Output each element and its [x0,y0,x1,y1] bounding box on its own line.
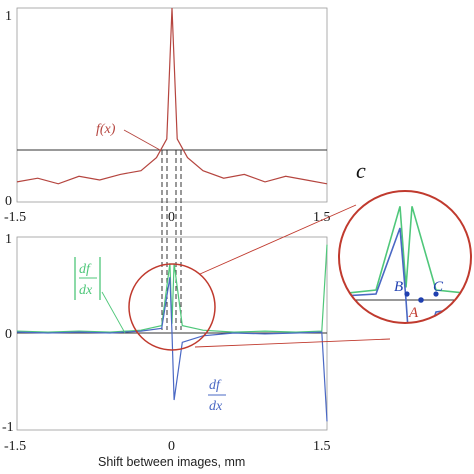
magnified-inset: A B C [338,190,472,324]
bottom-x-tick-neg: -1.5 [4,439,26,454]
point-C-marker [433,291,439,297]
top-x-tick-pos: 1.5 [313,210,331,225]
top-series-line-fx [16,7,328,185]
df-denominator: dx [209,399,223,414]
bottom-x-tick-zero: 0 [168,439,175,454]
top-panel: 1 0 -1.5 0 1.5 f(x) [4,7,331,225]
abs-df-denominator: dx [79,283,93,298]
bottom-y-tick-0: 0 [5,327,12,342]
bottom-series-line-df [16,277,328,422]
bottom-y-tick-neg1: -1 [2,420,14,435]
bottom-x-tick-pos: 1.5 [313,439,331,454]
zoom-connector-bottom [194,338,391,348]
df-dx-label: df dx [208,378,226,414]
inset-circle-border [338,190,472,324]
point-C-label: C [433,279,444,295]
abs-df-dx-label: df dx [74,257,126,334]
bottom-y-tick-1: 1 [5,232,12,247]
point-A-marker [418,297,424,303]
inset-series-line-abs-df [339,206,471,298]
zoom-connector-top [199,204,357,275]
abs-label-leader [101,291,126,334]
point-B-marker [404,291,410,297]
top-plot-frame [16,7,328,203]
df-numerator: df [209,378,222,393]
dashed-connectors [161,150,182,330]
fx-label: f(x) [96,122,116,137]
zoom-source-circle [128,263,216,351]
bottom-x-axis-label: Shift between images, mm [98,455,245,469]
bottom-panel: 1 0 -1 -1.5 0 1.5 Shift between images, … [2,232,331,469]
inset-letter-c: c [356,158,366,183]
top-x-tick-zero: 0 [168,210,175,225]
point-B-label: B [394,279,403,295]
top-y-tick-0: 0 [5,194,12,209]
inset-series-line-df [339,227,471,323]
fx-label-leader [123,129,161,151]
bottom-series-line-abs-df [16,244,328,333]
top-x-tick-neg: -1.5 [4,210,26,225]
top-y-tick-1: 1 [5,9,12,24]
point-A-label: A [408,305,419,321]
abs-df-numerator: df [79,262,92,277]
